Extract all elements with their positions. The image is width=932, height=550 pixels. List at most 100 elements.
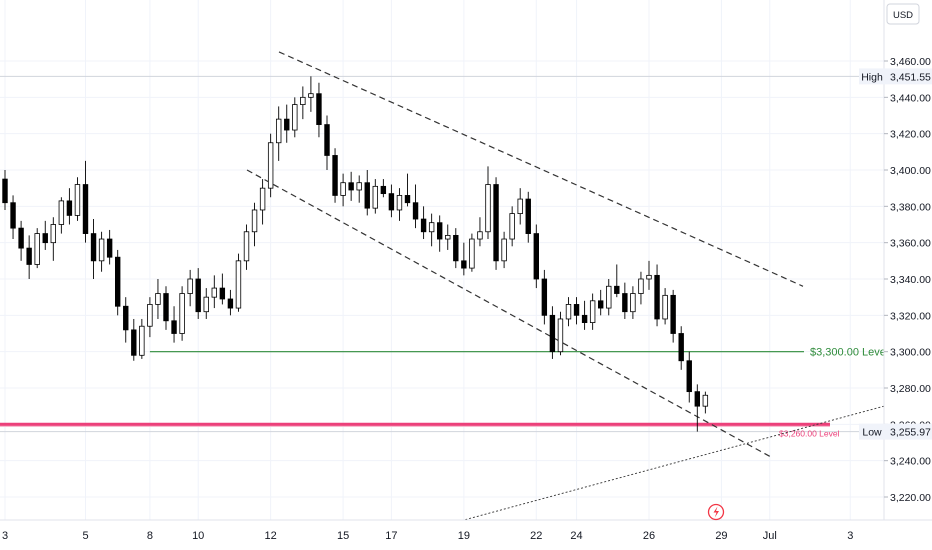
candle	[316, 82, 322, 138]
candle-body-bear	[284, 118, 290, 131]
event-marker[interactable]	[707, 503, 725, 521]
candle	[388, 184, 395, 218]
candle-body-bull	[340, 182, 346, 196]
candle	[364, 170, 370, 216]
y-tick-label: 3,280.00	[890, 383, 931, 395]
x-tick-label: 8	[147, 530, 153, 542]
candle-body-bear	[380, 185, 387, 195]
candle-body-bull	[155, 293, 161, 305]
candle	[203, 288, 209, 319]
candle	[654, 264, 660, 327]
rising-support-line	[387, 405, 885, 542]
candle-body-bull	[58, 200, 65, 225]
currency-badge[interactable]: USD	[886, 3, 920, 25]
candle	[300, 86, 306, 120]
candle-body-bull	[308, 93, 314, 98]
candle	[324, 115, 330, 170]
candle	[2, 170, 8, 210]
low-tag-value-bg	[885, 423, 932, 440]
x-tick-label: 10	[192, 530, 204, 542]
y-tick-label: 3,300.00	[890, 347, 931, 359]
candle	[106, 229, 113, 265]
x-tick-label: 29	[715, 530, 727, 542]
candle-body-bear	[18, 227, 24, 249]
candle	[686, 351, 692, 403]
candle	[630, 286, 636, 319]
candle	[139, 318, 145, 359]
candle-body-bull	[630, 293, 636, 313]
time-axis[interactable]	[0, 520, 932, 550]
low-tag-value: 3,255.97	[890, 427, 931, 439]
low-tag: Low 3,255.97	[859, 423, 932, 440]
candle-body-bull	[50, 224, 56, 244]
x-tick-label: 15	[337, 530, 349, 542]
candle-body-bull	[98, 238, 105, 262]
candle-body-bull	[477, 231, 483, 240]
candle-body-bull	[469, 238, 475, 269]
candle-body-bear	[163, 293, 169, 322]
candle-body-bull	[139, 325, 145, 356]
candle	[501, 231, 507, 269]
candle	[509, 206, 515, 247]
candle-body-bull	[292, 104, 298, 131]
candle-body-bear	[461, 260, 467, 269]
candle	[581, 300, 588, 330]
candle-body-bull	[267, 142, 274, 189]
high-tag: High 3,451.55	[859, 68, 932, 85]
candle	[356, 175, 362, 203]
candle-body-bear	[115, 256, 121, 307]
candle-body-bull	[589, 300, 596, 323]
candle-body-bear	[123, 305, 129, 331]
candles	[2, 76, 709, 432]
y-tick-label: 3,220.00	[890, 492, 931, 504]
candle-body-bear	[171, 320, 177, 334]
candle	[404, 173, 411, 207]
candle	[74, 177, 81, 221]
candle	[50, 217, 56, 261]
candle	[163, 286, 169, 330]
candle	[187, 269, 193, 307]
candle	[292, 97, 298, 138]
candle	[453, 228, 459, 269]
candle	[461, 242, 467, 276]
x-axis-ticks: 3 5 8 10 12 15 17 19 22 24 26 29 Jul 3	[2, 530, 853, 542]
candle	[694, 384, 700, 432]
candle	[557, 311, 564, 356]
level-3260-label: $3,260.00 Level	[779, 428, 840, 438]
candle	[171, 306, 177, 343]
candle-body-bear	[436, 222, 443, 240]
candle-body-bear	[404, 195, 411, 204]
candle-body-bear	[332, 155, 338, 196]
x-tick-label: 24	[570, 530, 582, 542]
candle-body-bull	[606, 285, 612, 309]
candle-body-bear	[678, 333, 684, 362]
candle-body-bull	[203, 296, 209, 313]
candle-body-bull	[211, 287, 217, 298]
candle-body-bull	[187, 278, 193, 294]
lightning-icon	[713, 506, 719, 518]
candle	[26, 235, 32, 279]
candle	[565, 297, 572, 327]
x-tick-label: 17	[385, 530, 397, 542]
candle	[622, 282, 628, 319]
x-tick-label: 3	[847, 530, 853, 542]
candle-body-bear	[622, 293, 628, 313]
candle	[549, 306, 556, 359]
candle	[82, 160, 89, 243]
candle-body-bull	[74, 184, 81, 216]
high-tag-value-bg	[885, 68, 932, 85]
candle-body-bull	[485, 184, 491, 233]
candle	[436, 215, 443, 252]
high-tag-label: High	[861, 71, 883, 83]
candle-body-bull	[565, 304, 572, 320]
level-3300-label: $3,300.00 Level	[810, 347, 888, 359]
candle-body-bull	[557, 318, 564, 353]
candle-body-bear	[493, 184, 499, 262]
y-axis-ticks: 3,220.003,240.003,260.003,280.003,300.00…	[884, 56, 931, 504]
candle-body-bear	[573, 304, 580, 316]
candle-body-bull	[501, 238, 507, 262]
candle-body-bull	[702, 394, 709, 407]
candle-body-bull	[275, 118, 282, 144]
candle-body-bear	[195, 278, 201, 313]
